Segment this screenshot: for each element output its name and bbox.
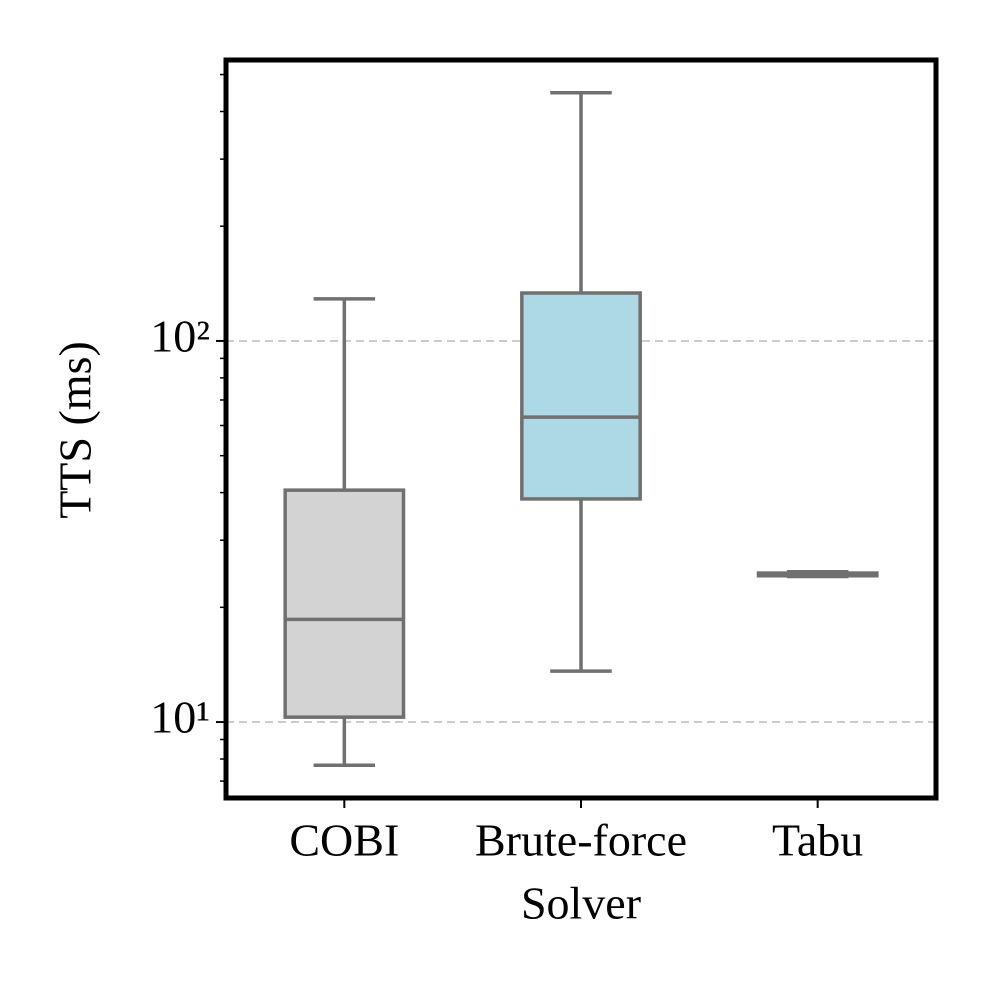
y-tick-label: 10¹ [150, 692, 210, 743]
x-tick-label: Brute-force [475, 815, 687, 866]
box [520, 291, 642, 501]
x-tick-label: Tabu [772, 815, 863, 866]
y-axis-label: TTS (ms) [50, 341, 101, 519]
y-tick-label: 10² [150, 311, 210, 362]
plot-frame [223, 57, 939, 801]
x-axis-label: Solver [521, 878, 641, 929]
box [283, 488, 406, 719]
x-tick-label: COBI [289, 815, 399, 866]
